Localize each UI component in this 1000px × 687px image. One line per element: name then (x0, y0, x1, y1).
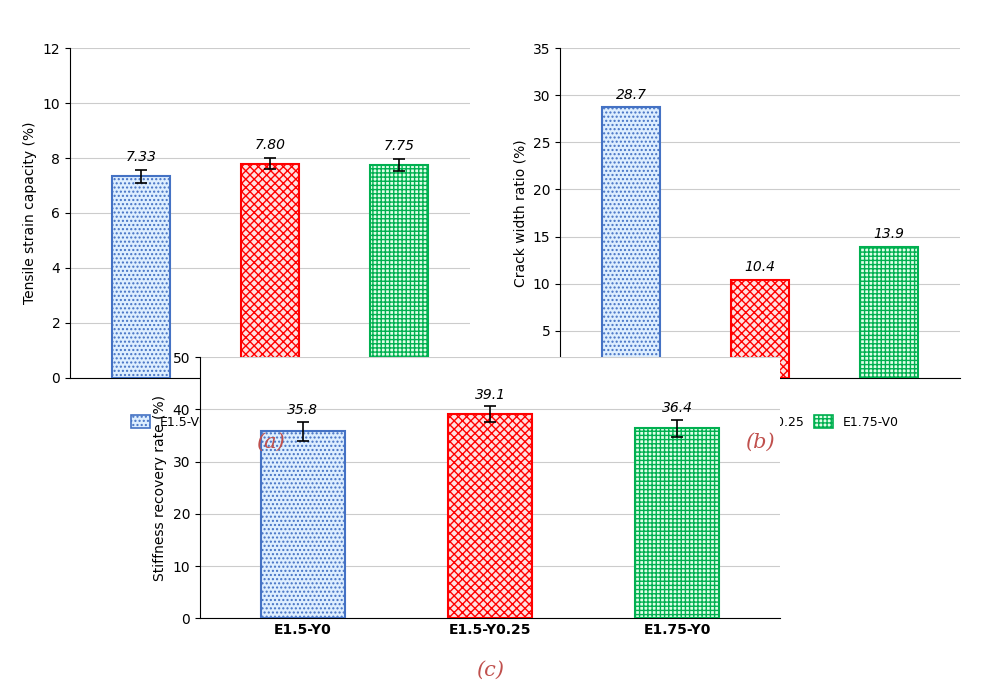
Bar (635, 428, 719, 618)
Y-axis label: Stiffness recovery rate (%): Stiffness recovery rate (%) (153, 395, 167, 581)
Bar (860, 247, 918, 378)
Legend: E1.5-V0, E1.5-V0.25, E1.75-V0: E1.5-V0, E1.5-V0.25, E1.75-V0 (126, 410, 414, 434)
Bar (370, 165, 428, 378)
Legend: E1.5-V0, E1.5-V0.25, E1.75-V0: E1.5-V0, E1.5-V0.25, E1.75-V0 (616, 410, 904, 434)
Text: 39.1: 39.1 (475, 387, 506, 402)
Bar (112, 177, 170, 378)
Bar (448, 414, 532, 618)
Text: 10.4: 10.4 (745, 260, 776, 274)
Text: 28.7: 28.7 (615, 87, 646, 102)
Text: 7.80: 7.80 (255, 138, 286, 152)
Y-axis label: Tensile strain capacity (%): Tensile strain capacity (%) (23, 122, 37, 304)
Text: 7.33: 7.33 (125, 150, 156, 164)
Bar (731, 280, 789, 378)
Text: (c): (c) (476, 661, 504, 680)
Bar (602, 107, 660, 378)
Bar (261, 431, 345, 618)
Text: 36.4: 36.4 (662, 401, 693, 415)
Text: 7.75: 7.75 (384, 139, 415, 153)
Text: (b): (b) (745, 433, 775, 452)
Text: 13.9: 13.9 (874, 227, 905, 241)
Bar (241, 164, 299, 378)
Text: (a): (a) (256, 433, 284, 452)
Y-axis label: Crack width ratio (%): Crack width ratio (%) (513, 139, 527, 286)
Text: 35.8: 35.8 (287, 403, 318, 417)
